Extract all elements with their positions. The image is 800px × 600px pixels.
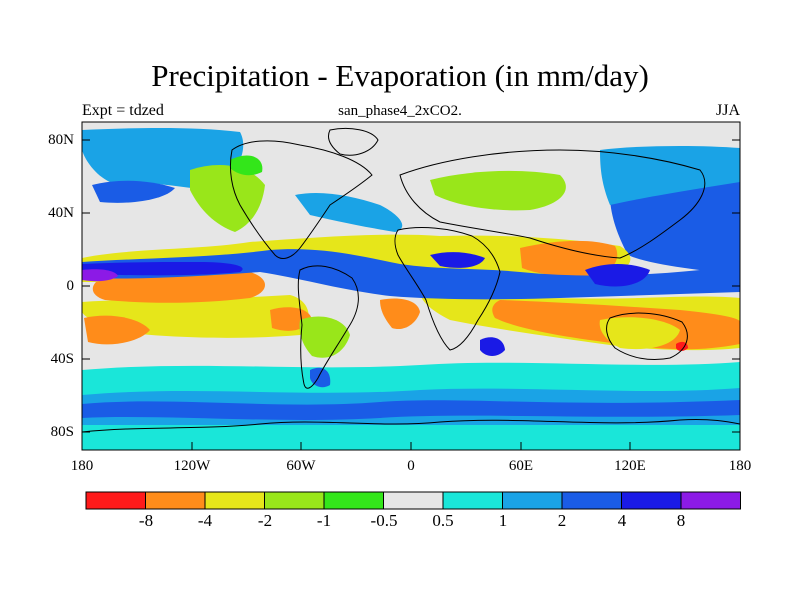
east-asia-wet bbox=[610, 180, 740, 275]
experiment-label: Expt = tdzed bbox=[82, 102, 164, 119]
colorbar-swatch bbox=[204, 491, 265, 510]
eurasia-green bbox=[430, 170, 566, 211]
lat-label-80s: 80S bbox=[50, 424, 74, 440]
lat-label-80n: 80N bbox=[48, 132, 74, 148]
lon-tick-marks bbox=[81, 442, 741, 450]
colorbar-label: 2 bbox=[557, 511, 567, 530]
colorbar-swatch bbox=[502, 491, 563, 510]
colorbar-swatch bbox=[383, 491, 444, 510]
coast-north-america bbox=[229, 140, 373, 259]
south-pacific-dry bbox=[84, 315, 150, 345]
colorbar-label: -4 bbox=[197, 511, 213, 530]
lon-label-180e: 180 bbox=[728, 458, 752, 474]
colorbar-swatch bbox=[145, 491, 206, 510]
madagascar-wet bbox=[480, 337, 505, 356]
colorbar-label: 8 bbox=[676, 511, 686, 530]
colorbar-swatch bbox=[680, 491, 741, 510]
colorbar-swatch bbox=[561, 491, 622, 510]
south-africa-dry bbox=[380, 298, 420, 330]
lon-label-60w: 60W bbox=[286, 458, 316, 474]
plot-subtitle: san_phase4_2xCO2. bbox=[338, 103, 462, 119]
south-america-green bbox=[299, 316, 350, 358]
west-pacific-warm-pool bbox=[82, 269, 118, 282]
north-america-lime bbox=[230, 155, 263, 176]
colorbar-label: 4 bbox=[617, 511, 627, 530]
indian-monsoon bbox=[585, 264, 650, 287]
southern-ocean-dark bbox=[82, 400, 740, 420]
coast-africa bbox=[394, 227, 501, 351]
colorbar-swatch bbox=[85, 491, 146, 510]
colorbar-label: -1 bbox=[316, 511, 332, 530]
season-label: JJA bbox=[715, 102, 740, 119]
colorbar-label: 1 bbox=[498, 511, 508, 530]
map-field bbox=[82, 122, 740, 450]
lon-label-180w: 180 bbox=[70, 458, 94, 474]
lat-label-40n: 40N bbox=[48, 205, 74, 221]
lat-label-40s: 40S bbox=[50, 351, 74, 367]
itcz-core bbox=[82, 262, 243, 276]
colorbar bbox=[85, 491, 741, 510]
lon-label-120w: 120W bbox=[173, 458, 211, 474]
colorbar-label: -8 bbox=[138, 511, 154, 530]
colorbar-swatch bbox=[323, 491, 384, 510]
plot-title: Precipitation - Evaporation (in mm/day) bbox=[151, 58, 649, 93]
coast-south-america bbox=[297, 265, 359, 389]
coast-greenland bbox=[327, 127, 379, 156]
lon-label-60e: 60E bbox=[508, 458, 534, 474]
coastlines bbox=[82, 127, 740, 433]
coast-antarctica bbox=[82, 419, 740, 433]
coast-eurasia bbox=[399, 149, 706, 259]
colorbar-label: -2 bbox=[257, 511, 273, 530]
colorbar-swatch bbox=[621, 491, 682, 510]
north-pacific-dark bbox=[92, 180, 175, 203]
itcz-band bbox=[82, 249, 740, 300]
lat-label-eq: 0 bbox=[66, 278, 75, 294]
lon-label-120e: 120E bbox=[614, 458, 646, 474]
colorbar-swatch bbox=[264, 491, 325, 510]
lat-tick-marks bbox=[82, 139, 740, 433]
north-atlantic-wet bbox=[295, 193, 403, 232]
east-asia-cyan bbox=[600, 145, 740, 205]
colorbar-swatch bbox=[442, 491, 503, 510]
west-africa-monsoon bbox=[430, 252, 485, 268]
lon-label-0: 0 bbox=[407, 458, 415, 474]
australia-strong-dry bbox=[676, 341, 688, 351]
colorbar-label: 0.5 bbox=[432, 511, 454, 530]
colorbar-label: -0.5 bbox=[370, 511, 398, 530]
australia-dry bbox=[599, 317, 680, 350]
coast-australia bbox=[606, 312, 688, 361]
